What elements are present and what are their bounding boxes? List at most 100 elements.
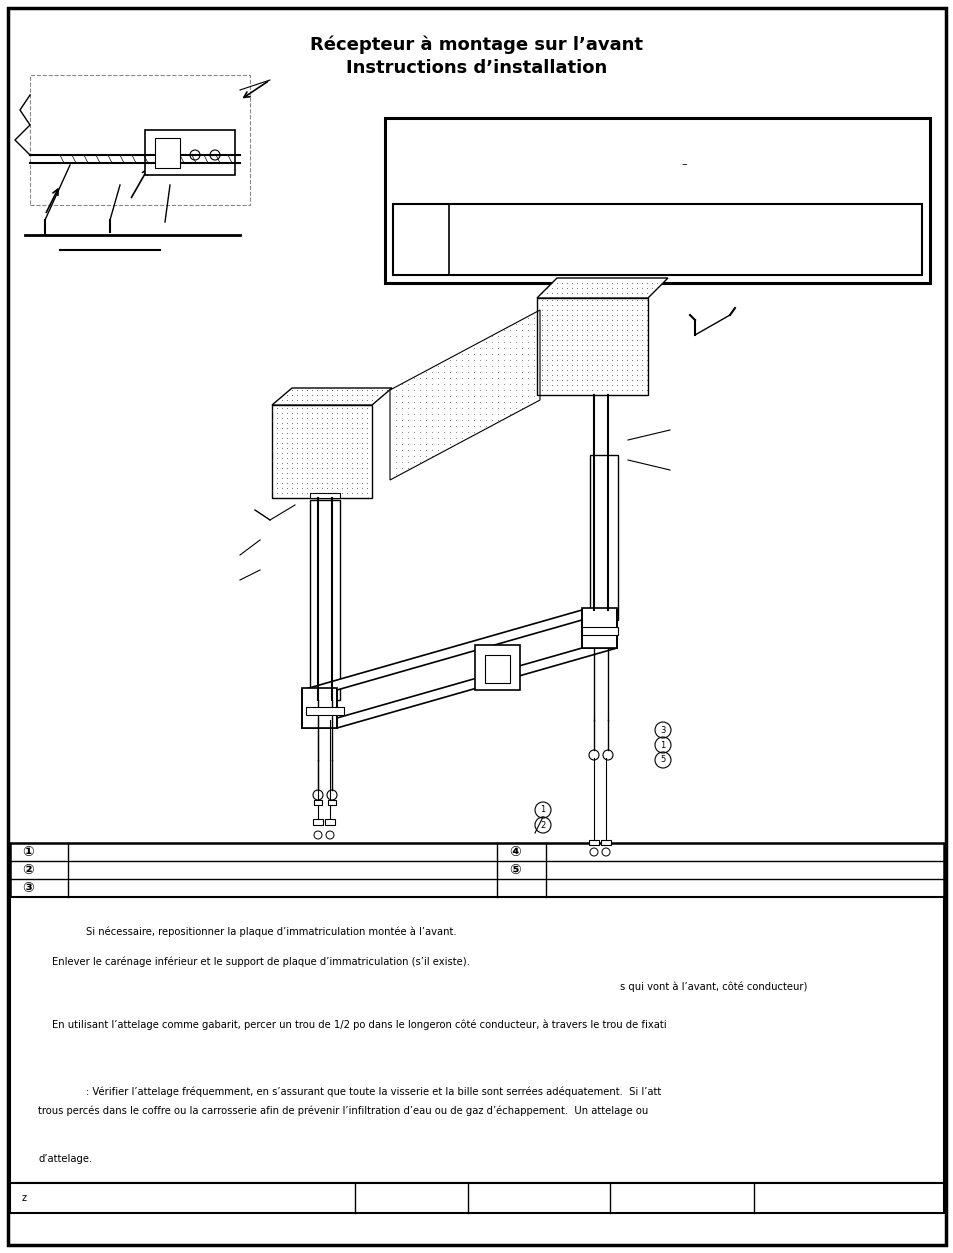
Point — [564, 355, 579, 375]
Point — [274, 477, 290, 497]
Point — [618, 325, 634, 345]
Point — [424, 368, 439, 388]
Point — [304, 390, 319, 410]
Point — [400, 410, 416, 430]
Point — [496, 320, 511, 340]
Point — [472, 350, 487, 370]
Point — [584, 340, 599, 360]
Point — [544, 360, 559, 380]
Point — [484, 368, 499, 388]
Point — [594, 273, 609, 293]
Point — [324, 390, 339, 410]
Point — [574, 350, 589, 370]
Point — [519, 308, 535, 328]
Point — [623, 294, 639, 315]
Point — [594, 294, 609, 315]
Point — [609, 320, 624, 340]
Point — [289, 449, 304, 469]
Point — [289, 398, 304, 419]
Point — [354, 477, 369, 497]
Point — [629, 340, 644, 360]
Point — [598, 375, 614, 395]
Point — [324, 449, 339, 469]
Point — [549, 304, 564, 325]
Point — [454, 410, 469, 430]
Bar — [314, 799, 322, 804]
Point — [589, 304, 604, 325]
Point — [339, 439, 355, 459]
Point — [554, 335, 569, 355]
Point — [334, 454, 349, 474]
Point — [623, 273, 639, 293]
Point — [339, 424, 355, 444]
Point — [604, 309, 619, 330]
Point — [418, 386, 434, 406]
Point — [354, 472, 369, 492]
Point — [490, 350, 505, 370]
Point — [594, 325, 609, 345]
Point — [466, 373, 481, 393]
Point — [490, 398, 505, 419]
Point — [564, 278, 579, 298]
Point — [604, 320, 619, 340]
Point — [574, 340, 589, 360]
Point — [430, 422, 445, 442]
Point — [558, 370, 574, 390]
Point — [460, 429, 476, 449]
Point — [564, 380, 579, 400]
Point — [319, 444, 335, 464]
Point — [578, 350, 594, 370]
Bar — [302, 688, 336, 728]
Point — [490, 356, 505, 376]
Point — [569, 330, 584, 350]
Point — [349, 472, 364, 492]
Point — [578, 355, 594, 375]
Bar — [581, 608, 617, 648]
Point — [274, 449, 290, 469]
Point — [448, 362, 463, 382]
Point — [554, 360, 569, 380]
Point — [598, 289, 614, 309]
Point — [554, 294, 569, 315]
Point — [339, 477, 355, 497]
Point — [538, 299, 554, 320]
Point — [574, 320, 589, 340]
Point — [598, 370, 614, 390]
Point — [514, 345, 529, 365]
Point — [354, 413, 369, 434]
Point — [534, 315, 549, 335]
Point — [436, 422, 451, 442]
Point — [558, 325, 574, 345]
Point — [584, 370, 599, 390]
Point — [319, 449, 335, 469]
Point — [466, 345, 481, 365]
Point — [436, 410, 451, 430]
Point — [502, 338, 517, 358]
Point — [454, 392, 469, 412]
Point — [354, 449, 369, 469]
Point — [314, 454, 330, 474]
Point — [442, 368, 457, 388]
Point — [299, 482, 314, 502]
Point — [558, 335, 574, 355]
Point — [538, 309, 554, 330]
Bar — [385, 118, 929, 283]
Point — [558, 283, 574, 303]
Point — [319, 390, 335, 410]
Point — [594, 380, 609, 400]
Point — [477, 368, 493, 388]
Point — [614, 309, 629, 330]
Point — [614, 325, 629, 345]
Point — [349, 390, 364, 410]
Point — [418, 429, 434, 449]
Point — [502, 386, 517, 406]
Point — [354, 444, 369, 464]
Point — [418, 403, 434, 424]
Point — [274, 434, 290, 454]
Point — [496, 345, 511, 365]
Point — [614, 289, 629, 309]
Point — [496, 350, 511, 370]
Point — [554, 315, 569, 335]
Point — [589, 350, 604, 370]
Point — [294, 444, 310, 464]
